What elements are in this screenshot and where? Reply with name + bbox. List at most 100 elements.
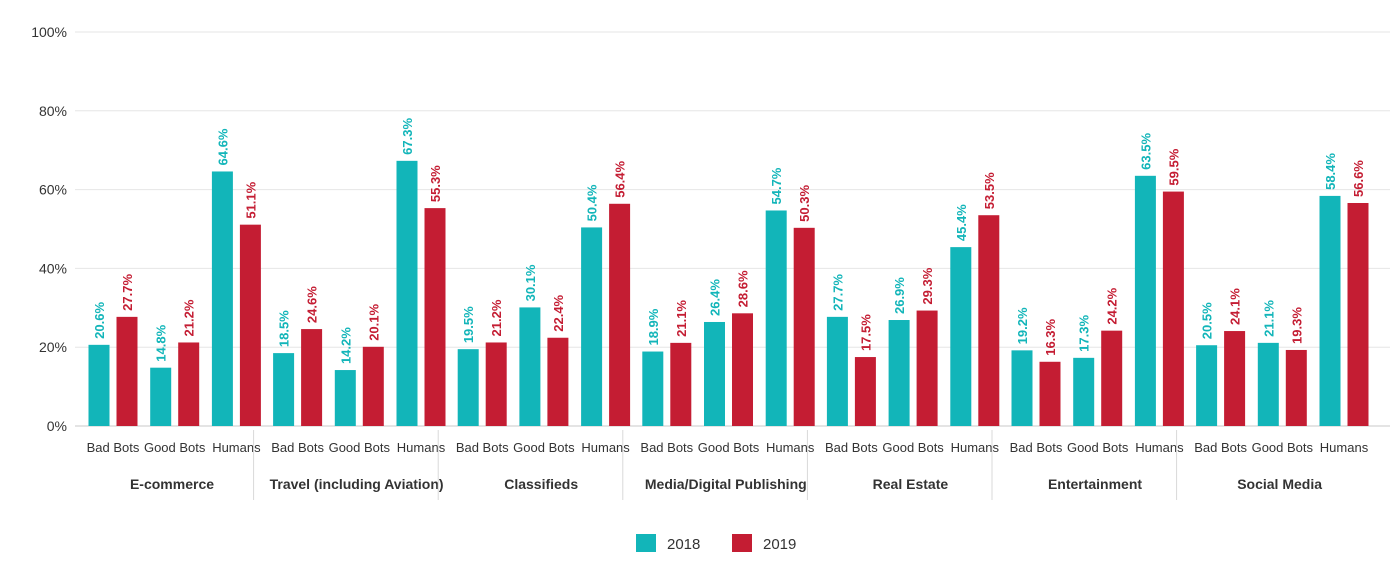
group-label: Real Estate (873, 476, 949, 492)
y-tick-label: 60% (39, 182, 67, 198)
group-label: Media/Digital Publishing (645, 476, 807, 492)
data-label: 56.6% (1351, 160, 1366, 197)
y-tick-label: 20% (39, 339, 67, 355)
category-label: Good Bots (698, 440, 760, 455)
y-tick-label: 80% (39, 103, 67, 119)
bar-2019-humans (424, 208, 446, 426)
data-label: 21.1% (1261, 300, 1276, 337)
bar-2018-humans (396, 160, 418, 426)
bar-2018-humans (950, 247, 972, 426)
bar-2019-bad-bots (1224, 331, 1246, 426)
legend-swatch-2019 (732, 534, 752, 552)
category-label: Bad Bots (640, 440, 693, 455)
data-label: 19.2% (1015, 307, 1030, 344)
legend-swatch-2018 (636, 534, 656, 552)
bar-2019-humans (793, 227, 815, 426)
bar-2019-good-bots (916, 310, 938, 426)
category-label: Humans (1320, 440, 1369, 455)
category-label: Good Bots (144, 440, 206, 455)
data-label: 14.2% (338, 327, 353, 364)
bar-2019-good-bots (1101, 330, 1123, 426)
y-tick-label: 100% (31, 24, 67, 40)
bar-2018-bad-bots (826, 316, 848, 426)
category-label: Humans (581, 440, 630, 455)
group-label: Classifieds (504, 476, 578, 492)
group-label: Travel (including Aviation) (270, 476, 444, 492)
data-label: 54.7% (769, 167, 784, 204)
data-label: 24.6% (305, 286, 320, 323)
y-tick-label: 0% (47, 418, 67, 434)
bar-2019-good-bots (732, 313, 753, 426)
data-labels: 20.6% 27.7% 14.8% 21.2% 64.6% 51.1% 18.5% 24.6%… (92, 118, 1366, 365)
data-label: 50.3% (797, 185, 812, 222)
data-label: 17.3% (1077, 315, 1092, 352)
category-label: Humans (951, 440, 1000, 455)
data-label: 26.4% (708, 279, 723, 316)
data-label: 64.6% (215, 128, 230, 165)
data-label: 56.4% (613, 160, 628, 197)
data-label: 20.1% (366, 304, 381, 341)
data-label: 26.9% (892, 277, 907, 314)
category-label: Humans (1135, 440, 1184, 455)
group-label: Entertainment (1048, 476, 1142, 492)
data-label: 27.7% (120, 274, 135, 311)
bar-2019-good-bots (1285, 349, 1307, 426)
legend-label-2018: 2018 (667, 536, 700, 553)
bar-2018-bad-bots (1011, 350, 1033, 426)
data-label: 50.4% (585, 184, 600, 221)
data-label: 24.2% (1105, 287, 1120, 324)
category-label: Good Bots (513, 440, 575, 455)
bar-2018-humans (211, 171, 233, 426)
data-label: 59.5% (1166, 148, 1181, 185)
bar-2019-bad-bots (116, 316, 138, 426)
bar-2018-humans (765, 210, 787, 426)
bar-2019-bad-bots (1039, 361, 1061, 426)
category-label: Humans (766, 440, 815, 455)
category-label: Bad Bots (1010, 440, 1063, 455)
bar-2018-bad-bots (457, 349, 479, 426)
data-label: 53.5% (982, 172, 997, 209)
bar-2018-humans (1319, 195, 1341, 426)
group-label: E-commerce (130, 476, 214, 492)
data-label: 22.4% (551, 294, 566, 331)
bar-2018-bad-bots (642, 351, 664, 426)
data-label: 17.5% (858, 314, 873, 351)
category-label: Bad Bots (1194, 440, 1247, 455)
group-label: Social Media (1237, 476, 1322, 492)
category-label: Good Bots (1067, 440, 1129, 455)
category-label: Bad Bots (456, 440, 509, 455)
data-label: 51.1% (243, 181, 258, 218)
category-label: Bad Bots (271, 440, 324, 455)
data-label: 14.8% (154, 324, 169, 361)
y-axis: 0% 20% 40% 60% 80% 100% (31, 24, 67, 434)
category-label: Humans (212, 440, 261, 455)
data-label: 67.3% (400, 118, 415, 155)
category-label: Humans (397, 440, 446, 455)
data-label: 58.4% (1323, 153, 1338, 190)
data-label: 19.3% (1289, 307, 1304, 344)
bar-2019-good-bots (547, 337, 569, 426)
data-label: 21.1% (674, 300, 689, 337)
bar-2019-good-bots (362, 346, 384, 426)
bar-2018-humans (581, 227, 603, 426)
bar-2019-humans (1347, 202, 1369, 426)
bar-2019-bad-bots (854, 357, 876, 426)
category-label: Good Bots (329, 440, 391, 455)
bar-2019-bad-bots (485, 342, 507, 426)
data-label: 29.3% (920, 267, 935, 304)
data-label: 27.7% (830, 274, 845, 311)
bar-2018-bad-bots (273, 353, 295, 426)
category-label: Bad Bots (825, 440, 878, 455)
data-label: 18.9% (646, 308, 661, 345)
data-label: 20.5% (1200, 302, 1215, 339)
bars (88, 160, 1369, 426)
category-label: Good Bots (882, 440, 944, 455)
bar-2018-good-bots (334, 370, 356, 426)
data-label: 24.1% (1228, 288, 1243, 325)
data-label: 18.5% (277, 310, 292, 347)
bar-2018-bad-bots (88, 344, 110, 426)
data-label: 45.4% (954, 204, 969, 241)
bar-2018-humans (1134, 175, 1156, 426)
y-tick-label: 40% (39, 260, 67, 276)
